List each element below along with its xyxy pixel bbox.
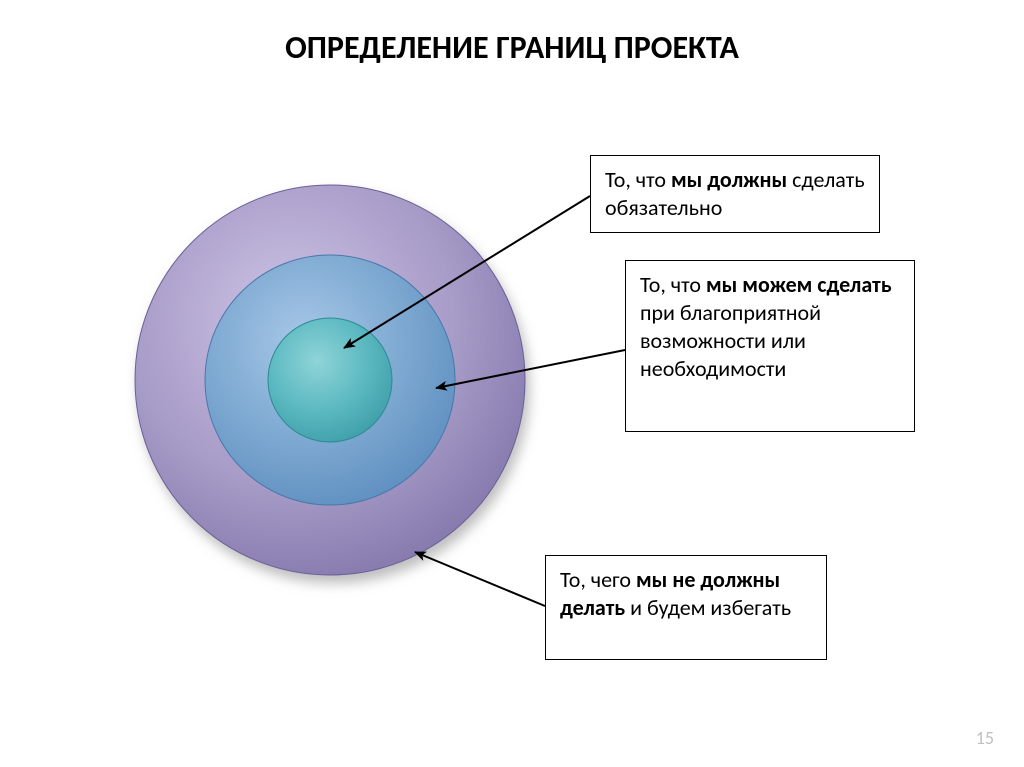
label-can-do-suffix: при благоприятной возможности или необхо… bbox=[640, 299, 821, 382]
label-must-not-do: То, чего мы не должны делать и будем изб… bbox=[545, 555, 827, 660]
label-must-do: То, что мы должны сделать обязательно bbox=[590, 155, 880, 233]
arrow-to-outer bbox=[415, 552, 545, 606]
label-can-do-bold: мы можем сделать bbox=[706, 271, 892, 298]
label-must-do-bold: мы должны bbox=[671, 166, 787, 193]
label-must-do-prefix: То, что bbox=[605, 166, 671, 193]
label-can-do: То, что мы можем сделать при благоприятн… bbox=[625, 260, 915, 432]
inner-circle bbox=[268, 318, 392, 442]
label-can-do-prefix: То, что bbox=[640, 271, 706, 298]
page-number: 15 bbox=[976, 727, 994, 749]
label-must-not-do-suffix: и будем избегать bbox=[625, 594, 791, 621]
label-must-not-do-prefix: То, чего bbox=[560, 566, 636, 593]
